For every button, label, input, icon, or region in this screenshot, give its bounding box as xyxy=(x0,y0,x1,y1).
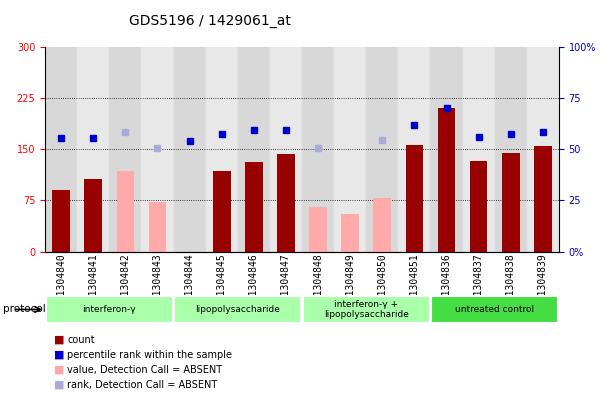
Bar xyxy=(84,179,102,252)
Text: GSM1304837: GSM1304837 xyxy=(474,253,484,312)
Bar xyxy=(117,171,134,252)
Bar xyxy=(213,171,231,252)
Text: GSM1304838: GSM1304838 xyxy=(506,253,516,312)
Bar xyxy=(45,47,77,252)
Text: GSM1304845: GSM1304845 xyxy=(217,253,227,312)
Bar xyxy=(495,47,527,252)
Text: lipopolysaccharide: lipopolysaccharide xyxy=(195,305,280,314)
Bar xyxy=(463,47,495,252)
Text: GSM1304840: GSM1304840 xyxy=(56,253,66,312)
FancyBboxPatch shape xyxy=(46,296,173,323)
Text: ■: ■ xyxy=(54,365,64,375)
Text: GSM1304841: GSM1304841 xyxy=(88,253,98,312)
Text: rank, Detection Call = ABSENT: rank, Detection Call = ABSENT xyxy=(67,380,218,390)
Text: GSM1304844: GSM1304844 xyxy=(185,253,195,312)
Text: GSM1304849: GSM1304849 xyxy=(345,253,355,312)
Bar xyxy=(270,47,302,252)
Bar xyxy=(502,153,520,252)
Bar xyxy=(245,162,263,252)
Text: GSM1304847: GSM1304847 xyxy=(281,253,291,312)
Bar xyxy=(398,47,430,252)
Text: GSM1304843: GSM1304843 xyxy=(153,253,162,312)
Bar xyxy=(206,47,238,252)
Text: protocol: protocol xyxy=(3,305,46,314)
Bar xyxy=(334,47,366,252)
Bar xyxy=(430,47,463,252)
FancyBboxPatch shape xyxy=(174,296,301,323)
FancyBboxPatch shape xyxy=(303,296,430,323)
Bar xyxy=(534,146,552,252)
Bar xyxy=(238,47,270,252)
Text: interferon-γ: interferon-γ xyxy=(82,305,136,314)
Bar xyxy=(302,47,334,252)
Bar xyxy=(470,161,487,252)
Text: ■: ■ xyxy=(54,380,64,390)
Text: GSM1304839: GSM1304839 xyxy=(538,253,548,312)
Text: untreated control: untreated control xyxy=(455,305,534,314)
Text: interferon-γ +
lipopolysaccharide: interferon-γ + lipopolysaccharide xyxy=(324,300,409,319)
Text: GSM1304851: GSM1304851 xyxy=(409,253,419,312)
Text: GSM1304836: GSM1304836 xyxy=(442,253,451,312)
Bar xyxy=(406,145,423,252)
Text: GSM1304850: GSM1304850 xyxy=(377,253,387,312)
Bar xyxy=(77,47,109,252)
FancyBboxPatch shape xyxy=(431,296,558,323)
Bar xyxy=(52,190,70,252)
Bar xyxy=(109,47,141,252)
Bar xyxy=(373,198,391,252)
Bar xyxy=(341,214,359,252)
Text: GSM1304842: GSM1304842 xyxy=(120,253,130,312)
Text: GSM1304848: GSM1304848 xyxy=(313,253,323,312)
Text: ■: ■ xyxy=(54,350,64,360)
Text: count: count xyxy=(67,335,95,345)
Bar xyxy=(310,207,327,252)
Bar xyxy=(366,47,398,252)
Text: value, Detection Call = ABSENT: value, Detection Call = ABSENT xyxy=(67,365,222,375)
Bar xyxy=(148,202,166,252)
Bar xyxy=(174,47,206,252)
Bar xyxy=(527,47,559,252)
Bar xyxy=(141,47,174,252)
Text: GSM1304846: GSM1304846 xyxy=(249,253,259,312)
Text: ■: ■ xyxy=(54,335,64,345)
Text: percentile rank within the sample: percentile rank within the sample xyxy=(67,350,233,360)
Text: GDS5196 / 1429061_at: GDS5196 / 1429061_at xyxy=(129,14,291,28)
Bar xyxy=(438,108,456,252)
Bar xyxy=(277,154,294,252)
